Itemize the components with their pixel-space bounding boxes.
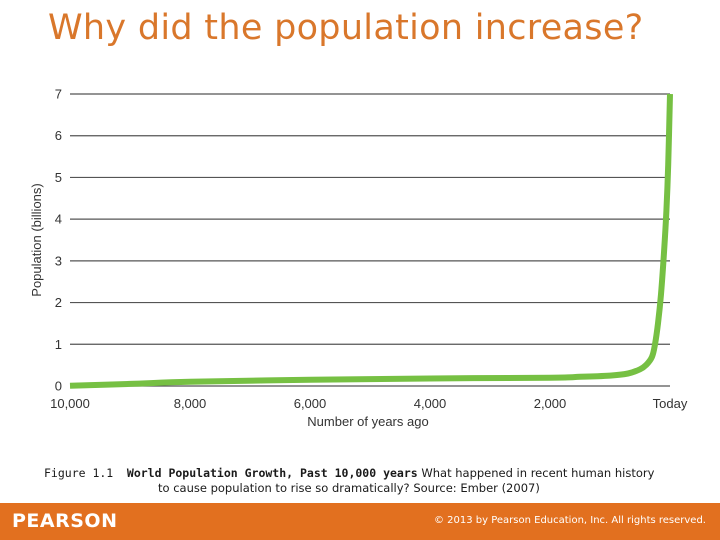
x-tick-label: 8,000 (174, 396, 207, 411)
y-tick-label: 1 (55, 337, 62, 352)
y-axis-label: Population (billions) (29, 183, 44, 296)
slide-title: Why did the population increase? (48, 8, 644, 48)
copyright-notice: © 2013 by Pearson Education, Inc. All ri… (433, 515, 706, 526)
figure-title: World Population Growth, Past 10,000 yea… (126, 466, 418, 480)
y-tick-label: 4 (55, 212, 62, 227)
y-tick-label: 5 (55, 170, 62, 185)
caption-text-1: What happened in recent human history (421, 466, 655, 480)
y-tick-label: 7 (55, 87, 62, 102)
pearson-logo: PEARSON (12, 510, 118, 532)
y-tick-labels: 0 1 2 3 4 5 6 7 (55, 87, 62, 394)
footer-bar: PEARSON © 2013 by Pearson Education, Inc… (0, 503, 720, 540)
x-axis-label: Number of years ago (307, 414, 428, 429)
caption-text-2: to cause population to rise so dramatica… (158, 481, 540, 495)
x-tick-label: 10,000 (50, 396, 90, 411)
y-tick-label: 0 (55, 379, 62, 394)
x-tick-label: 2,000 (534, 396, 567, 411)
y-tick-label: 2 (55, 295, 62, 310)
population-chart: 0 1 2 3 4 5 6 7 10,000 8,000 6,000 4,000 2,000 Today… (29, 87, 688, 430)
grid-lines (70, 93, 670, 387)
x-tick-label: 4,000 (414, 396, 447, 411)
population-series-line (69, 93, 673, 389)
y-tick-label: 6 (55, 128, 62, 143)
figure-label: Figure 1.1 (44, 466, 114, 480)
caption-line-1: Figure 1.1 World Population Growth, Past… (44, 466, 684, 481)
x-tick-labels: 10,000 8,000 6,000 4,000 2,000 Today (50, 396, 688, 411)
y-tick-label: 3 (55, 253, 62, 268)
series-layer (69, 93, 673, 389)
x-tick-label: 6,000 (294, 396, 327, 411)
x-tick-label: Today (653, 396, 688, 411)
figure-caption: Figure 1.1 World Population Growth, Past… (44, 466, 684, 496)
